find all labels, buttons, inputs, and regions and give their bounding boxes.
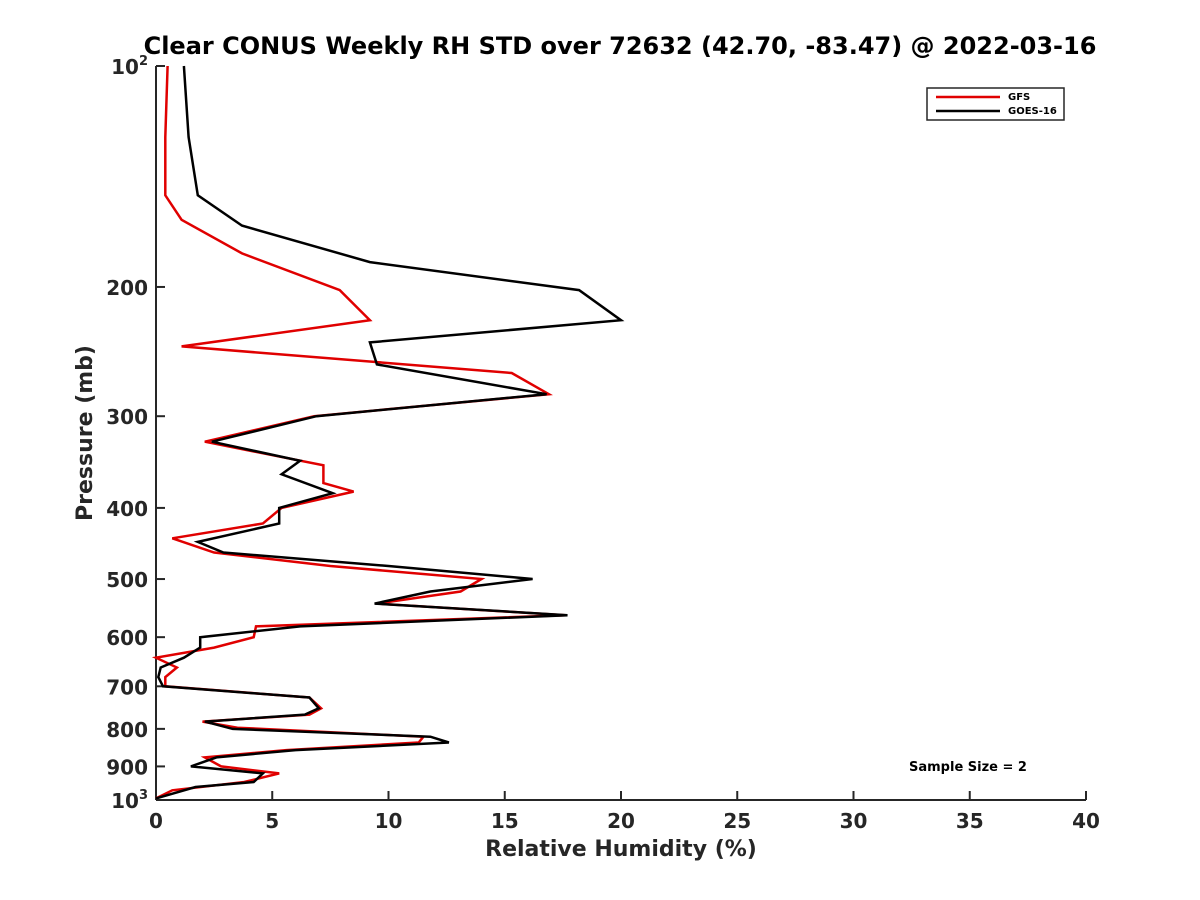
y-tick-label: 400 [106, 497, 148, 521]
x-tick-label: 10 [375, 809, 403, 833]
legend-box [926, 87, 1065, 121]
y-axis-label: Pressure (mb) [73, 345, 98, 521]
y-tick-label: 102 [111, 54, 148, 79]
y-tick-label: 700 [106, 675, 148, 699]
x-tick-label: 40 [1072, 809, 1100, 833]
y-tick-label: 103 [111, 788, 148, 813]
x-tick-label: 30 [840, 809, 868, 833]
y-tick-label: 900 [106, 755, 148, 779]
y-tick-label: 600 [106, 626, 148, 650]
x-tick-label: 15 [491, 809, 519, 833]
series-line-goes16 [155, 65, 625, 800]
y-tick-label: 800 [106, 718, 148, 742]
x-tick-label: 35 [956, 809, 984, 833]
x-axis-label: Relative Humidity (%) [485, 837, 757, 862]
legend-label-goes16: GOES-16 [1008, 106, 1057, 117]
legend: GFS GOES-16 [926, 87, 1065, 121]
x-tick-label: 20 [607, 809, 635, 833]
plot-area [156, 66, 1086, 800]
series-layer [151, 65, 625, 800]
x-axis-ticks: 0 5 10 15 20 25 30 35 40 [149, 791, 1100, 833]
sample-size-annotation: Sample Size = 2 [909, 760, 1027, 775]
y-tick-label: 200 [106, 276, 148, 300]
x-tick-label: 25 [723, 809, 751, 833]
x-tick-label: 0 [149, 809, 163, 833]
y-axis-ticks: 102 200 300 400 500 600 700 800 900 103 [106, 54, 165, 813]
y-tick-label: 300 [106, 405, 148, 429]
legend-label-gfs: GFS [1008, 92, 1030, 103]
y-tick-label: 500 [106, 568, 148, 592]
chart-title: Clear CONUS Weekly RH STD over 72632 (42… [144, 32, 1097, 60]
x-tick-label: 5 [265, 809, 279, 833]
